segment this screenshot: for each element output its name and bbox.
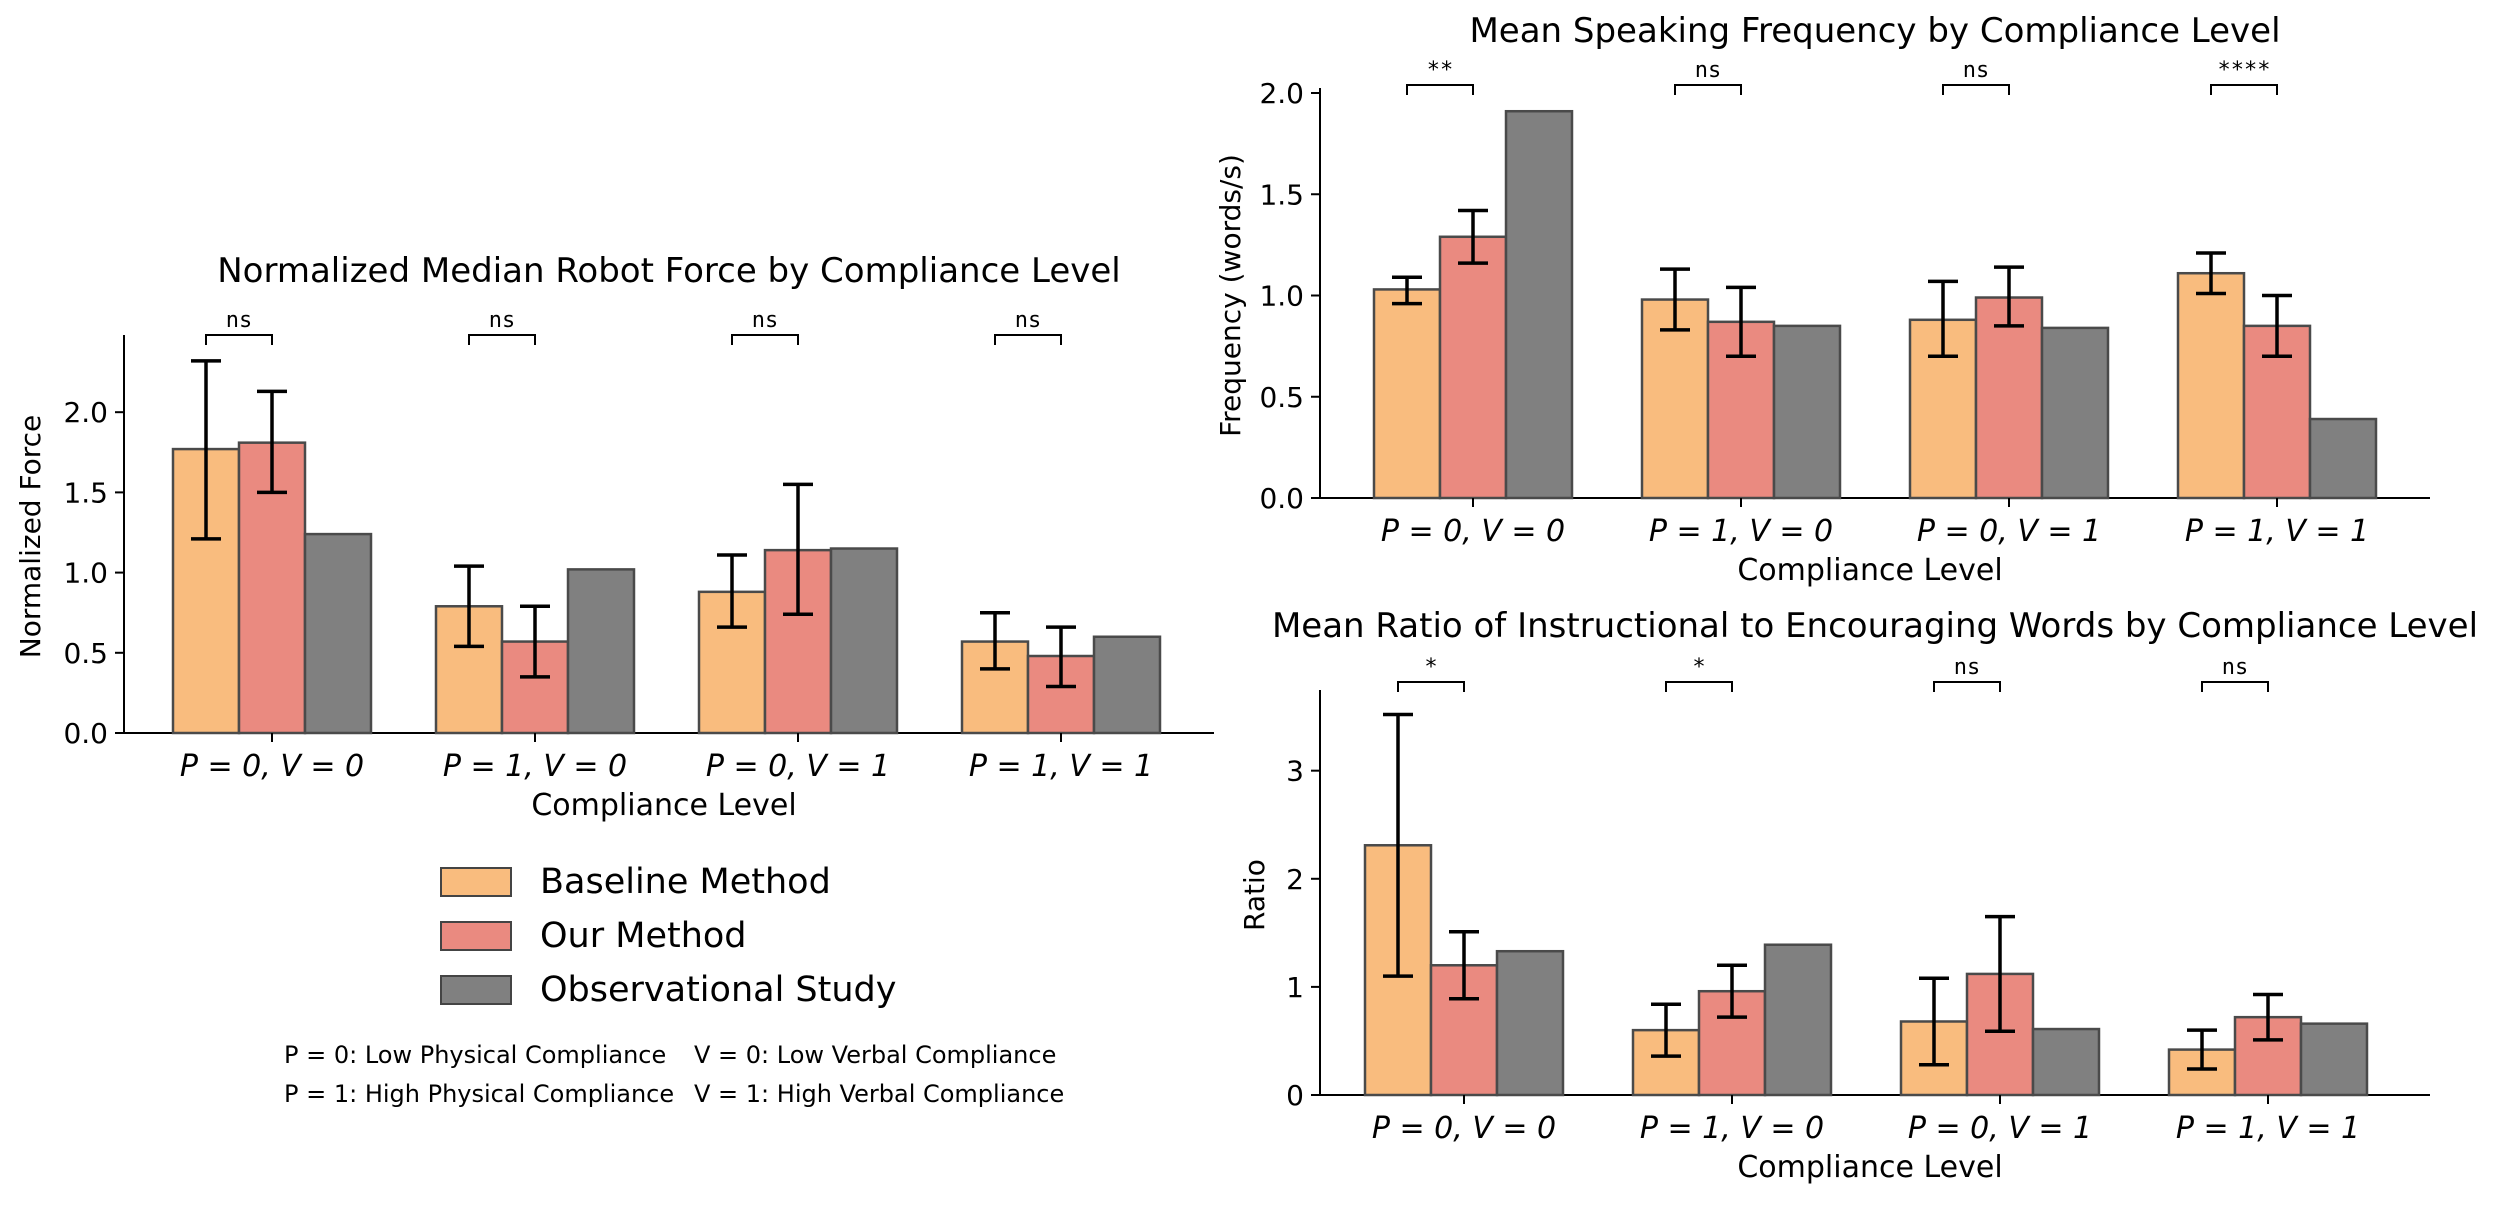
x-tick-label: P = 0, V = 0 xyxy=(1372,1111,1556,1146)
legend-label-baseline: Baseline Method xyxy=(540,862,831,902)
chart-robot-force: Normalized Median Robot Force by Complia… xyxy=(14,251,1214,823)
bar-2 xyxy=(2299,1022,2369,1097)
note-v1: V = 1: High Verbal Compliance xyxy=(694,1080,1065,1108)
y-tick-label: 3 xyxy=(1286,755,1304,788)
note-row-low: P = 0: Low Physical Compliance V = 0: Lo… xyxy=(284,1036,1064,1075)
bar-2 xyxy=(1763,943,1833,1097)
significance-bracket xyxy=(1397,681,1465,692)
significance-label: **** xyxy=(2218,58,2271,83)
x-axis-label: Compliance Level xyxy=(1737,553,2002,588)
legend: Baseline Method Our Method Observational… xyxy=(440,855,896,1017)
x-tick-label: P = 1, V = 1 xyxy=(2176,1111,2360,1146)
chart-speaking-frequency: Mean Speaking Frequency by Compliance Le… xyxy=(1214,11,2430,588)
legend-swatch-observational xyxy=(440,975,512,1005)
y-tick-label: 0.0 xyxy=(1259,482,1304,515)
x-tick-label: P = 0, V = 0 xyxy=(1381,514,1565,549)
chart-title: Normalized Median Robot Force by Complia… xyxy=(217,251,1121,291)
legend-swatch-ours xyxy=(440,921,512,951)
note-v0: V = 0: Low Verbal Compliance xyxy=(694,1041,1057,1069)
bar-2 xyxy=(1092,635,1162,735)
bar-2 xyxy=(829,547,899,735)
y-tick-label: 2 xyxy=(1286,863,1304,896)
x-tick-label: P = 1, V = 0 xyxy=(1649,514,1833,549)
significance-label: ns xyxy=(752,308,779,333)
significance-label: ns xyxy=(226,308,253,333)
significance-label: * xyxy=(1692,655,1705,680)
y-tick-label: 1.0 xyxy=(1259,280,1304,313)
significance-bracket xyxy=(2210,84,2278,95)
significance-label: ns xyxy=(489,308,516,333)
x-tick-label: P = 0, V = 1 xyxy=(1917,514,2101,549)
legend-swatch-baseline xyxy=(440,867,512,897)
x-tick-label: P = 0, V = 1 xyxy=(706,749,890,784)
x-tick-label: P = 1, V = 1 xyxy=(969,749,1153,784)
y-tick-label: 0.5 xyxy=(1259,381,1304,414)
y-tick-label: 2.0 xyxy=(1259,77,1304,110)
legend-label-observational: Observational Study xyxy=(540,970,897,1010)
significance-bracket xyxy=(1933,681,2001,692)
x-tick-label: P = 0, V = 1 xyxy=(1908,1111,2092,1146)
y-axis-label: Frequency (words/s) xyxy=(1214,154,1247,437)
legend-item-observational: Observational Study xyxy=(440,963,896,1017)
significance-bracket xyxy=(205,334,273,345)
legend-item-ours: Our Method xyxy=(440,909,896,963)
bar-0 xyxy=(1372,288,1442,500)
significance-label: * xyxy=(1424,655,1437,680)
legend-item-baseline: Baseline Method xyxy=(440,855,896,909)
note-row-high: P = 1: High Physical Compliance V = 1: H… xyxy=(284,1075,1064,1114)
y-axis-label: Ratio xyxy=(1238,859,1271,931)
significance-label: ns xyxy=(1954,655,1981,680)
x-tick-label: P = 1, V = 0 xyxy=(1640,1111,1824,1146)
significance-bracket xyxy=(2201,681,2269,692)
significance-bracket xyxy=(1674,84,1742,95)
compliance-notes: P = 0: Low Physical Compliance V = 0: Lo… xyxy=(284,1036,1064,1114)
significance-bracket xyxy=(468,334,536,345)
note-p0: P = 0: Low Physical Compliance xyxy=(284,1041,667,1069)
bar-0 xyxy=(2176,271,2246,500)
x-axis-label: Compliance Level xyxy=(531,788,796,823)
chart-title: Mean Ratio of Instructional to Encouragi… xyxy=(1272,606,2478,646)
y-tick-label: 0.0 xyxy=(63,717,108,750)
bar-2 xyxy=(1504,109,1574,500)
significance-bracket xyxy=(1406,84,1474,95)
x-axis-label: Compliance Level xyxy=(1737,1150,2002,1185)
significance-label: ns xyxy=(2222,655,2249,680)
significance-label: ** xyxy=(1427,58,1454,83)
y-tick-label: 1 xyxy=(1286,971,1304,1004)
legend-label-ours: Our Method xyxy=(540,916,747,956)
significance-label: ns xyxy=(1963,58,1990,83)
significance-bracket xyxy=(1942,84,2010,95)
y-axis-label: Normalized Force xyxy=(14,415,47,658)
chart-title: Mean Speaking Frequency by Compliance Le… xyxy=(1469,11,2280,51)
y-tick-label: 2.0 xyxy=(63,396,108,429)
bar-2 xyxy=(303,532,373,735)
y-tick-label: 0 xyxy=(1286,1079,1304,1112)
bar-2 xyxy=(1772,324,1842,500)
significance-label: ns xyxy=(1015,308,1042,333)
bar-2 xyxy=(2031,1027,2101,1097)
bar-2 xyxy=(2040,326,2110,500)
x-tick-label: P = 1, V = 1 xyxy=(2185,514,2369,549)
bar-2 xyxy=(2308,417,2378,500)
bar-2 xyxy=(566,568,636,735)
note-p1: P = 1: High Physical Compliance xyxy=(284,1080,675,1108)
x-tick-label: P = 0, V = 0 xyxy=(180,749,364,784)
y-tick-label: 0.5 xyxy=(63,637,108,670)
y-tick-label: 1.5 xyxy=(1259,178,1304,211)
significance-label: ns xyxy=(1695,58,1722,83)
x-tick-label: P = 1, V = 0 xyxy=(443,749,627,784)
significance-bracket xyxy=(1665,681,1733,692)
significance-bracket xyxy=(731,334,799,345)
significance-bracket xyxy=(994,334,1062,345)
y-tick-label: 1.0 xyxy=(63,557,108,590)
y-tick-label: 1.5 xyxy=(63,476,108,509)
bar-1 xyxy=(1438,235,1508,500)
bar-2 xyxy=(1495,949,1565,1097)
chart-instruction-ratio: Mean Ratio of Instructional to Encouragi… xyxy=(1238,606,2478,1185)
